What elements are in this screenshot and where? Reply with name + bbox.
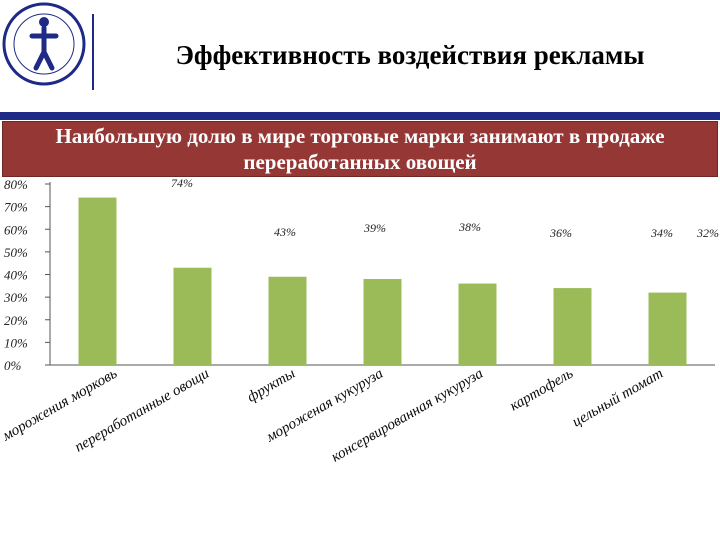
bar <box>648 292 687 365</box>
university-logo <box>0 0 88 88</box>
x-tick-label: фрукты <box>245 366 298 406</box>
header-divider <box>92 14 94 90</box>
data-label: 74% <box>171 176 193 190</box>
header-band <box>0 112 720 120</box>
x-tick-label: картофель <box>507 366 576 415</box>
page-title: Эффективность воздействия рекламы <box>175 40 645 70</box>
bar <box>553 288 592 365</box>
y-tick-label: 40% <box>4 268 28 283</box>
y-tick-label: 80% <box>4 177 28 192</box>
data-label: 43% <box>274 225 296 239</box>
y-tick-label: 30% <box>3 290 28 305</box>
data-label: 38% <box>458 220 481 234</box>
chart-subtitle: Наибольшую долю в мире торговые марки за… <box>2 121 718 177</box>
y-tick-label: 70% <box>4 200 28 215</box>
bar-chart: 0% 10% 20% 30% 40% 50% 60% 70% 80% 74% морожения м… <box>0 176 720 540</box>
data-label: 39% <box>363 221 386 235</box>
x-tick-label: цельный томат <box>570 366 667 431</box>
data-label: 34% <box>650 226 673 240</box>
y-tick-label: 20% <box>4 313 28 328</box>
slide-header: Эффективность воздействия рекламы <box>0 0 720 112</box>
bar <box>78 197 117 365</box>
y-tick-label: 0% <box>4 358 22 373</box>
y-tick-label: 50% <box>4 245 28 260</box>
data-label: 32% <box>696 226 719 240</box>
bar-chart-svg: 0%10%20%30%40%50%60%70%80% 74%морожения м… <box>0 176 719 466</box>
bar <box>173 267 212 365</box>
bar <box>458 283 497 365</box>
y-tick-label: 10% <box>4 335 28 350</box>
y-tick-label: 60% <box>4 222 28 237</box>
bar <box>363 279 402 365</box>
data-label: 36% <box>549 226 572 240</box>
bar <box>268 276 307 365</box>
